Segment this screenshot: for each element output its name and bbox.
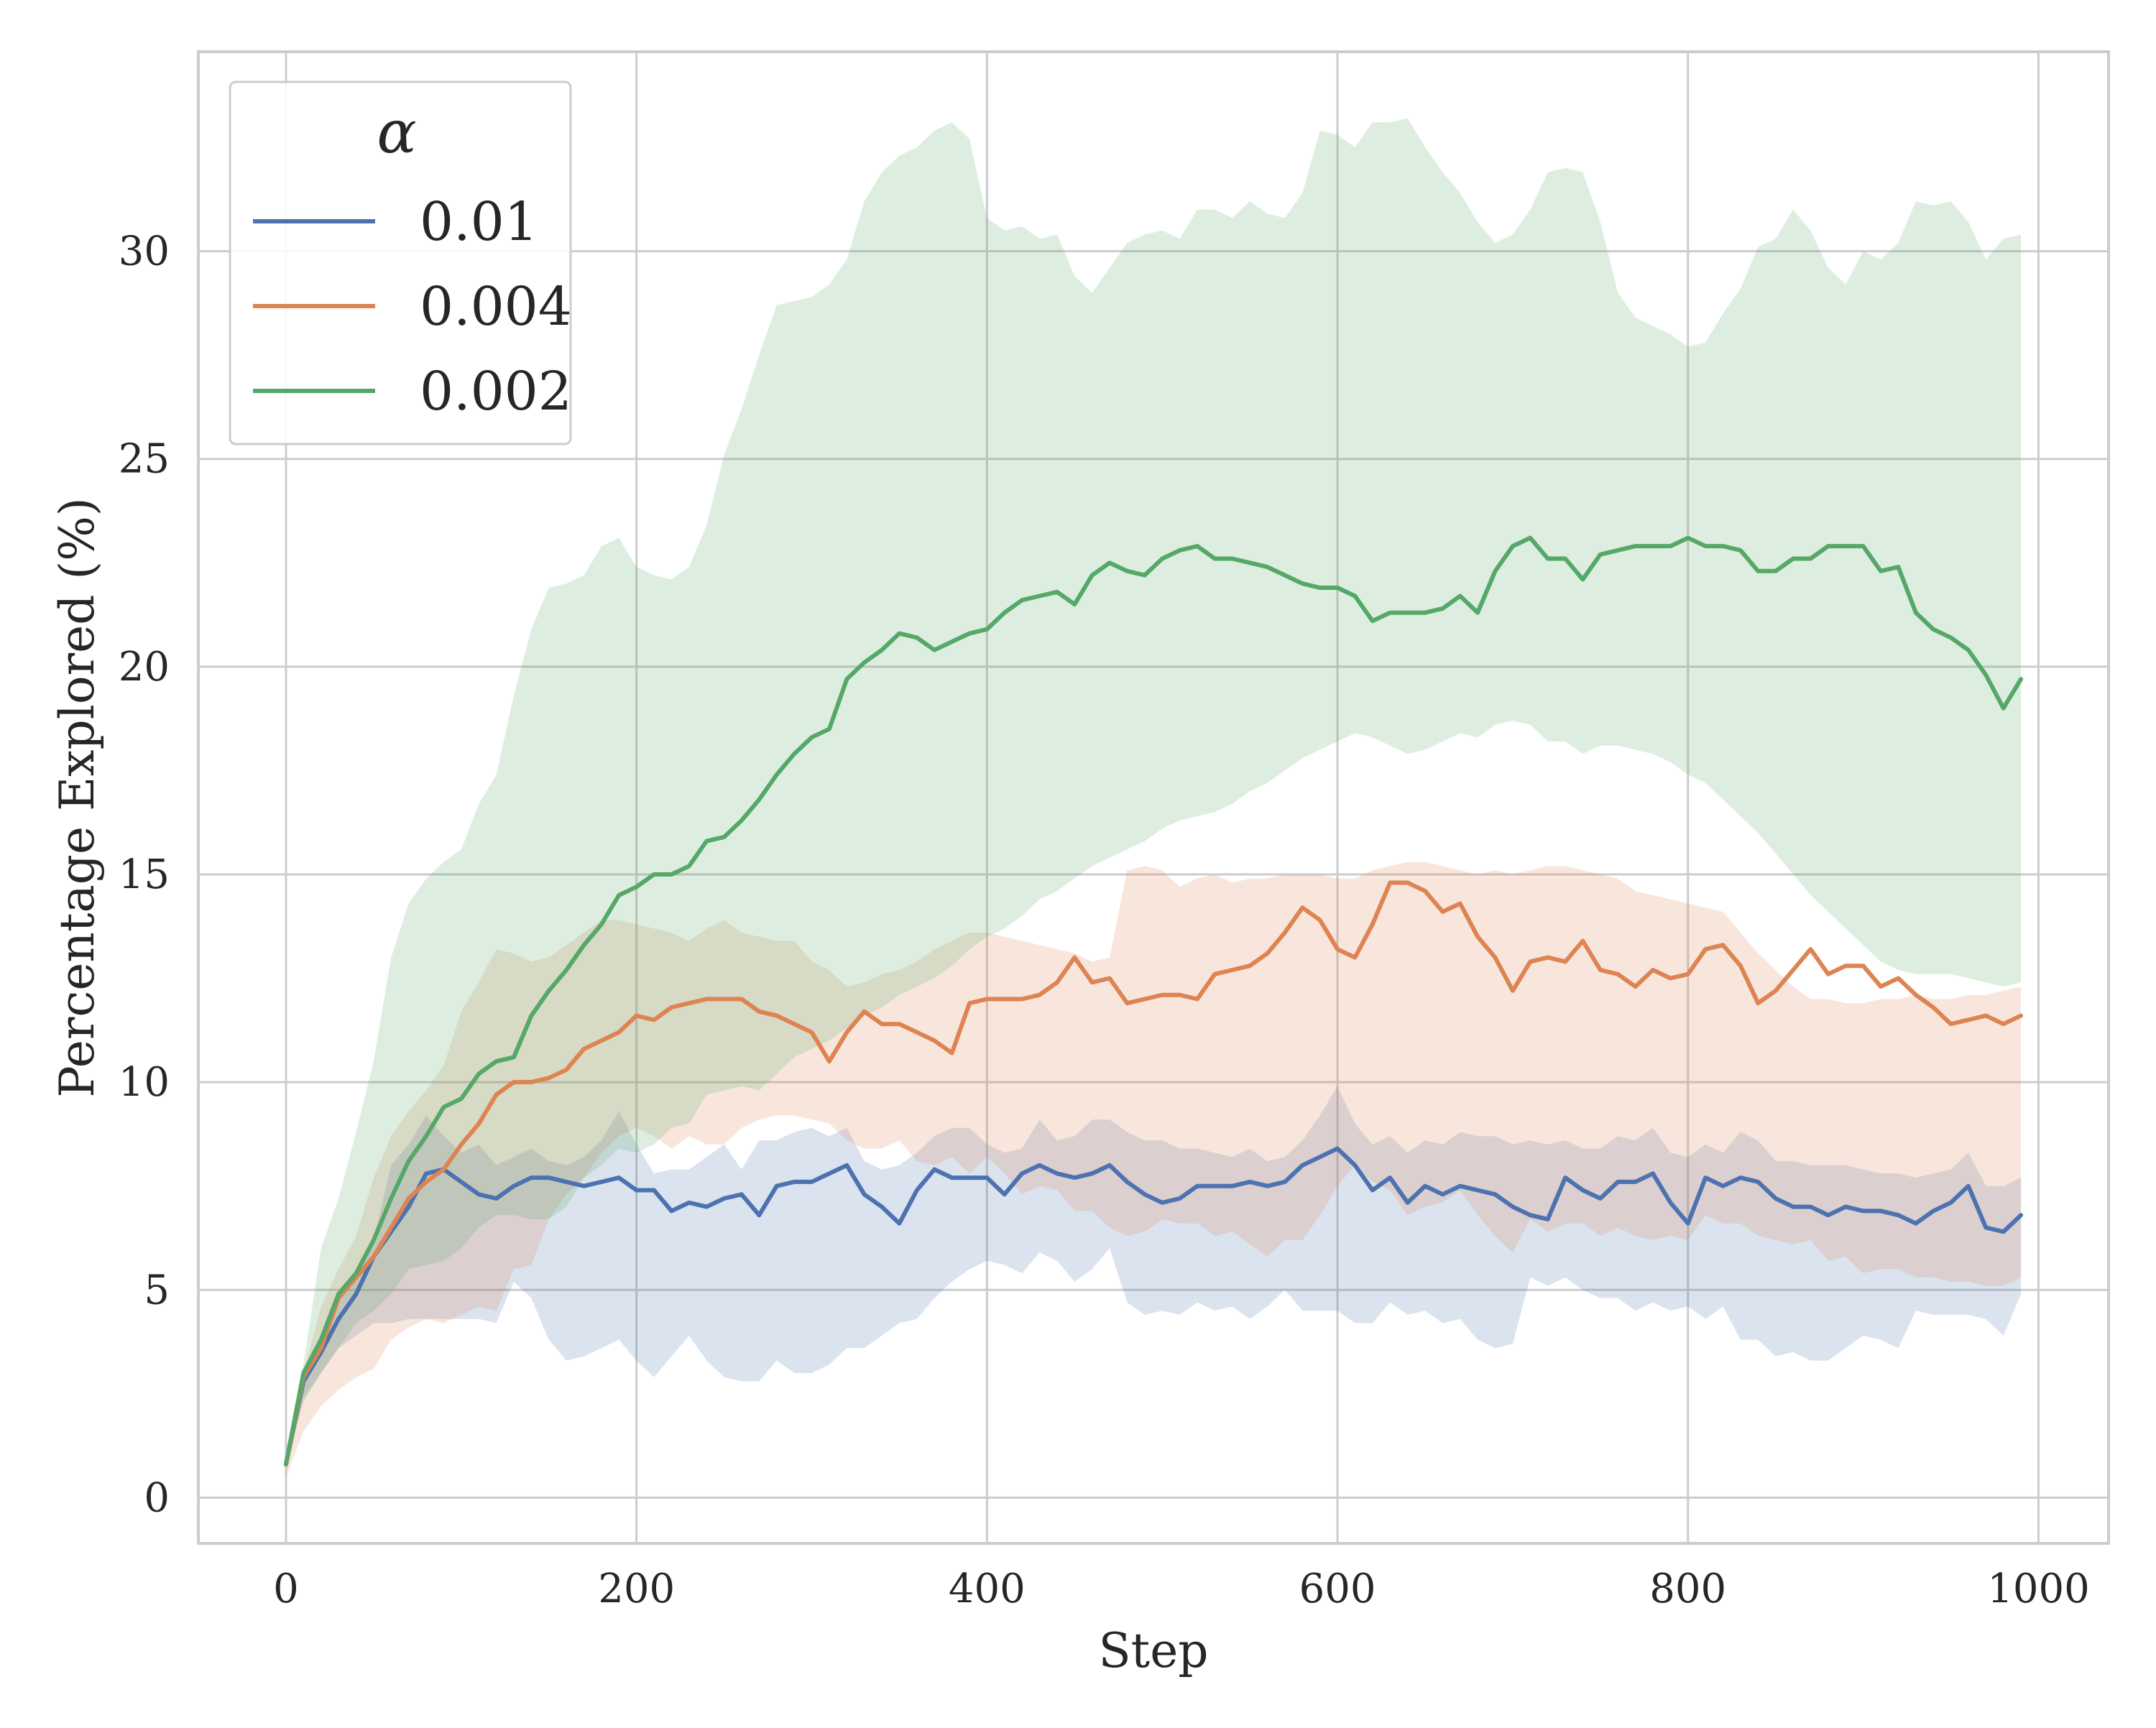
legend-entry: 0.01 (420, 191, 538, 253)
y-tick-label: 10 (119, 1059, 170, 1106)
x-tick-label: 0 (273, 1566, 299, 1612)
band-0.002 (285, 118, 2022, 1465)
band-0.004 (285, 861, 2022, 1477)
y-tick-label: 0 (144, 1474, 170, 1521)
confidence-bands (285, 118, 2022, 1477)
x-tick-label: 600 (1299, 1566, 1376, 1612)
x-tick-label: 800 (1649, 1566, 1726, 1612)
x-tick-label: 1000 (1987, 1566, 2090, 1612)
y-tick-label: 20 (119, 644, 170, 690)
legend-title: α (377, 98, 416, 167)
series-line-0.002 (283, 535, 2024, 1467)
plot-frame (197, 50, 2110, 1545)
series-line-0.01 (283, 1146, 2024, 1467)
legend: α 0.01 0.004 0.002 (229, 80, 572, 445)
y-axis-label: Percentage Explored (%) (50, 497, 105, 1097)
y-tick-label: 15 (119, 851, 170, 898)
series-lines (283, 535, 2024, 1467)
legend-entry: 0.004 (420, 276, 572, 338)
x-tick-label: 200 (598, 1566, 675, 1612)
y-tick-label: 5 (144, 1267, 170, 1313)
x-axis-label: Step (1098, 1623, 1208, 1678)
legend-box (229, 80, 572, 445)
y-tick-label: 30 (119, 228, 170, 275)
band-0.01 (285, 1086, 2022, 1465)
legend-entry: 0.002 (420, 361, 572, 422)
legend-items: 0.01 0.004 0.002 (253, 191, 572, 422)
y-axis-ticks: 0 5 10 15 20 25 30 (119, 228, 170, 1522)
x-tick-label: 400 (949, 1566, 1026, 1612)
series-line-0.004 (283, 880, 2024, 1467)
y-tick-label: 25 (119, 436, 170, 483)
x-axis-ticks: 0 200 400 600 800 1000 (273, 1566, 2090, 1612)
